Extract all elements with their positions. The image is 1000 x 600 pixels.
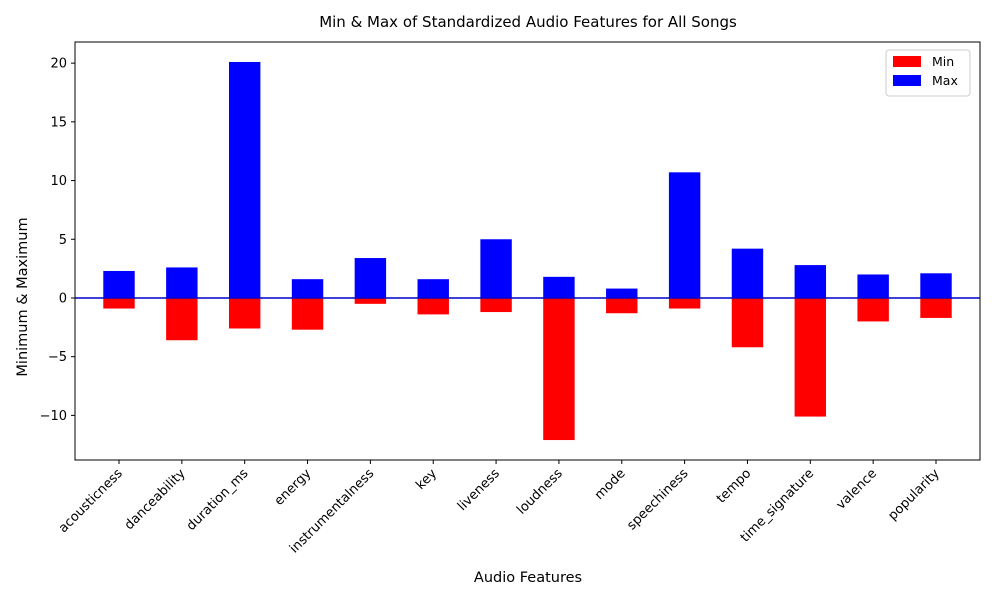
bar-max-time_signature xyxy=(794,265,827,298)
bar-max-speechiness xyxy=(668,172,701,298)
bar-max-danceability xyxy=(166,267,198,298)
bar-min-speechiness xyxy=(668,297,701,309)
plot-frame xyxy=(74,41,981,461)
bar-max-liveness xyxy=(480,239,512,298)
bar-max-mode xyxy=(606,288,638,298)
y-tick-label: 10 xyxy=(50,174,67,189)
bar-max-tempo xyxy=(731,248,764,298)
bar-min-liveness xyxy=(480,297,512,313)
bar-max-duration_ms xyxy=(228,61,261,298)
bars xyxy=(103,61,952,441)
bar-min-energy xyxy=(291,297,324,330)
legend-label-max: Max xyxy=(932,73,958,88)
bar-max-popularity xyxy=(920,273,952,298)
y-axis: −10 −5 0 5 10 15 20 xyxy=(40,57,75,424)
y-tick-label: 20 xyxy=(50,57,67,72)
bar-min-loudness xyxy=(543,297,575,441)
legend-label-min: Min xyxy=(932,54,954,69)
x-tick-label-speechiness: speechiness xyxy=(624,466,691,533)
y-axis-title: Minimum & Maximum xyxy=(15,217,31,376)
x-tick-label-mode: mode xyxy=(592,466,629,503)
y-tick-label: 0 xyxy=(59,291,67,306)
y-tick-label: 5 xyxy=(59,233,67,248)
bar-min-popularity xyxy=(920,297,952,318)
bar-min-duration_ms xyxy=(228,297,261,329)
x-axis-title: Audio Features xyxy=(474,570,582,586)
bar-max-key xyxy=(417,279,449,298)
bar-min-acousticness xyxy=(103,297,135,309)
bar-min-tempo xyxy=(731,297,764,348)
bar-min-key xyxy=(417,297,449,315)
chart-title: Min & Max of Standardized Audio Features… xyxy=(319,13,737,31)
x-tick-label-loudness: loudness xyxy=(514,466,566,518)
bar-min-instrumentalness xyxy=(354,297,387,304)
x-tick-label-popularity: popularity xyxy=(886,466,944,524)
x-tick-label-tempo: tempo xyxy=(714,466,754,506)
bar-max-energy xyxy=(291,279,324,298)
bar-min-danceability xyxy=(166,297,198,341)
bar-min-valence xyxy=(857,297,889,322)
x-tick-label-liveness: liveness xyxy=(455,466,503,514)
x-tick-label-valence: valence xyxy=(834,466,880,512)
legend-swatch-min xyxy=(893,56,921,67)
legend: Min Max xyxy=(885,49,971,97)
x-tick-label-energy: energy xyxy=(272,466,315,509)
y-tick-label: −10 xyxy=(40,409,67,424)
x-tick-label-duration_ms: duration_ms xyxy=(184,466,252,534)
bar-max-instrumentalness xyxy=(354,258,387,298)
bar-max-valence xyxy=(857,274,889,298)
bar-max-acousticness xyxy=(103,270,135,298)
y-tick-label: −5 xyxy=(48,350,67,365)
y-tick-label: 15 xyxy=(50,115,67,130)
x-tick-label-danceability: danceability xyxy=(122,466,189,533)
x-tick-label-key: key xyxy=(413,466,440,493)
bar-min-mode xyxy=(606,297,638,314)
legend-swatch-max xyxy=(893,75,921,86)
bar-max-loudness xyxy=(543,276,575,298)
bar-min-time_signature xyxy=(794,297,827,417)
x-tick-label-acousticness: acousticness xyxy=(56,466,126,536)
